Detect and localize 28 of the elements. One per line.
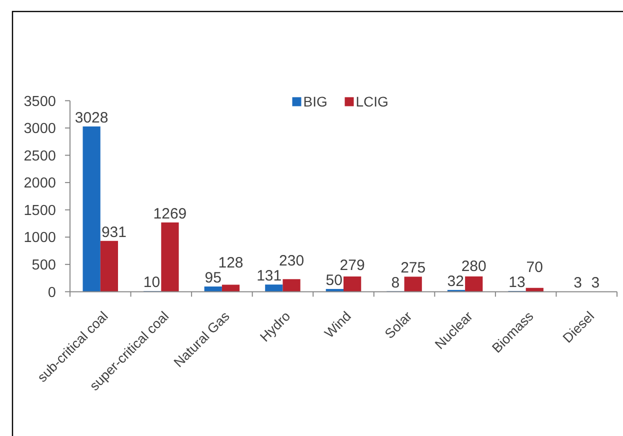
y-tick-label: 1500 [24,202,56,219]
data-label: 280 [461,258,486,275]
data-label: 128 [218,254,244,272]
y-tick-label: 3500 [24,94,56,110]
data-label: 95 [204,270,222,287]
y-tick-label: 2000 [24,176,56,192]
legend-label: BIG [303,94,328,110]
legend-label: LCIG [356,94,388,110]
data-label: 3 [574,274,582,292]
y-tick-label: 2500 [24,148,56,164]
data-label: 1269 [153,205,187,222]
data-label: 275 [400,259,426,276]
data-label: 70 [526,258,543,276]
data-label: 230 [279,252,304,270]
y-tick-label: 0 [48,284,56,301]
data-label: 8 [391,274,400,292]
data-label: 10 [143,274,160,292]
data-label: 3028 [74,109,108,126]
data-label: 50 [326,272,342,289]
data-label: 279 [340,256,365,274]
data-label: 931 [101,224,127,241]
y-tick-label: 1000 [24,230,56,246]
data-label: 32 [447,272,464,290]
y-tick-label: 500 [32,257,56,274]
data-label: 13 [508,274,526,291]
data-label: 131 [256,268,282,285]
data-label: 3 [591,274,600,292]
y-tick-label: 3000 [24,121,56,138]
